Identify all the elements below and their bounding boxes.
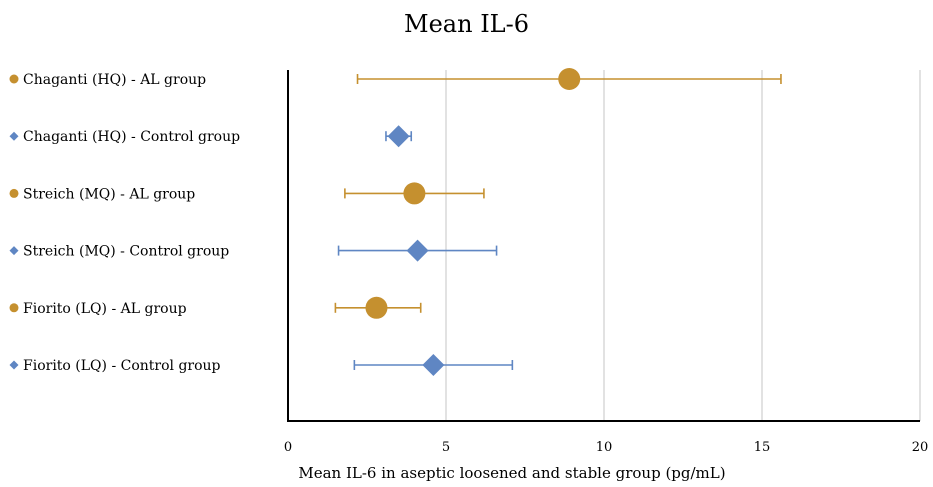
chart-title: Mean IL-6	[404, 10, 529, 38]
x-tick-label: 20	[912, 440, 929, 455]
x-axis-label: Mean IL-6 in aseptic loosened and stable…	[298, 464, 725, 482]
legend-label: Streich (MQ) - AL group	[23, 186, 195, 202]
legend-item: Fiorito (LQ) - Control group	[9, 358, 221, 374]
legend-circle-icon	[9, 188, 19, 198]
legend-diamond-icon	[9, 246, 19, 256]
legend-label: Chaganti (HQ) - AL group	[23, 72, 206, 88]
legend-label: Streich (MQ) - Control group	[23, 244, 229, 260]
x-tick-label: 10	[596, 440, 613, 455]
series-row	[356, 68, 782, 90]
legend-label: Chaganti (HQ) - Control group	[23, 129, 240, 145]
legend-item: Streich (MQ) - AL group	[9, 186, 195, 202]
gridlines	[445, 70, 921, 421]
x-tick-label: 0	[284, 440, 292, 455]
mean-point-diamond	[422, 354, 445, 376]
mean-point-circle	[403, 182, 426, 205]
legend-item: Chaganti (HQ) - AL group	[9, 72, 206, 88]
series-layer	[334, 68, 782, 376]
series-row	[334, 296, 422, 319]
mean-point-diamond	[406, 239, 429, 262]
series-row	[385, 125, 413, 148]
legend-item: Fiorito (LQ) - AL group	[9, 301, 187, 317]
legend-label: Fiorito (LQ) - Control group	[23, 358, 221, 374]
mean-point-diamond	[387, 125, 410, 148]
x-tick-label: 15	[754, 440, 771, 455]
axes	[287, 70, 920, 422]
legend: Chaganti (HQ) - AL group Chaganti (HQ) - …	[9, 72, 240, 374]
mean-point-circle	[365, 296, 388, 319]
legend-circle-icon	[9, 303, 19, 313]
legend-label: Fiorito (LQ) - AL group	[23, 301, 187, 317]
legend-item: Streich (MQ) - Control group	[9, 244, 229, 260]
legend-diamond-icon	[9, 360, 19, 370]
legend-circle-icon	[9, 74, 19, 84]
x-tick-label: 5	[442, 440, 450, 455]
legend-diamond-icon	[9, 131, 19, 141]
legend-item: Chaganti (HQ) - Control group	[9, 129, 240, 145]
x-tick-labels: 0 5 10 15 20	[284, 440, 928, 455]
series-row	[337, 239, 498, 262]
mean-point-circle	[558, 68, 581, 90]
series-row	[353, 354, 514, 376]
series-row	[344, 182, 485, 205]
